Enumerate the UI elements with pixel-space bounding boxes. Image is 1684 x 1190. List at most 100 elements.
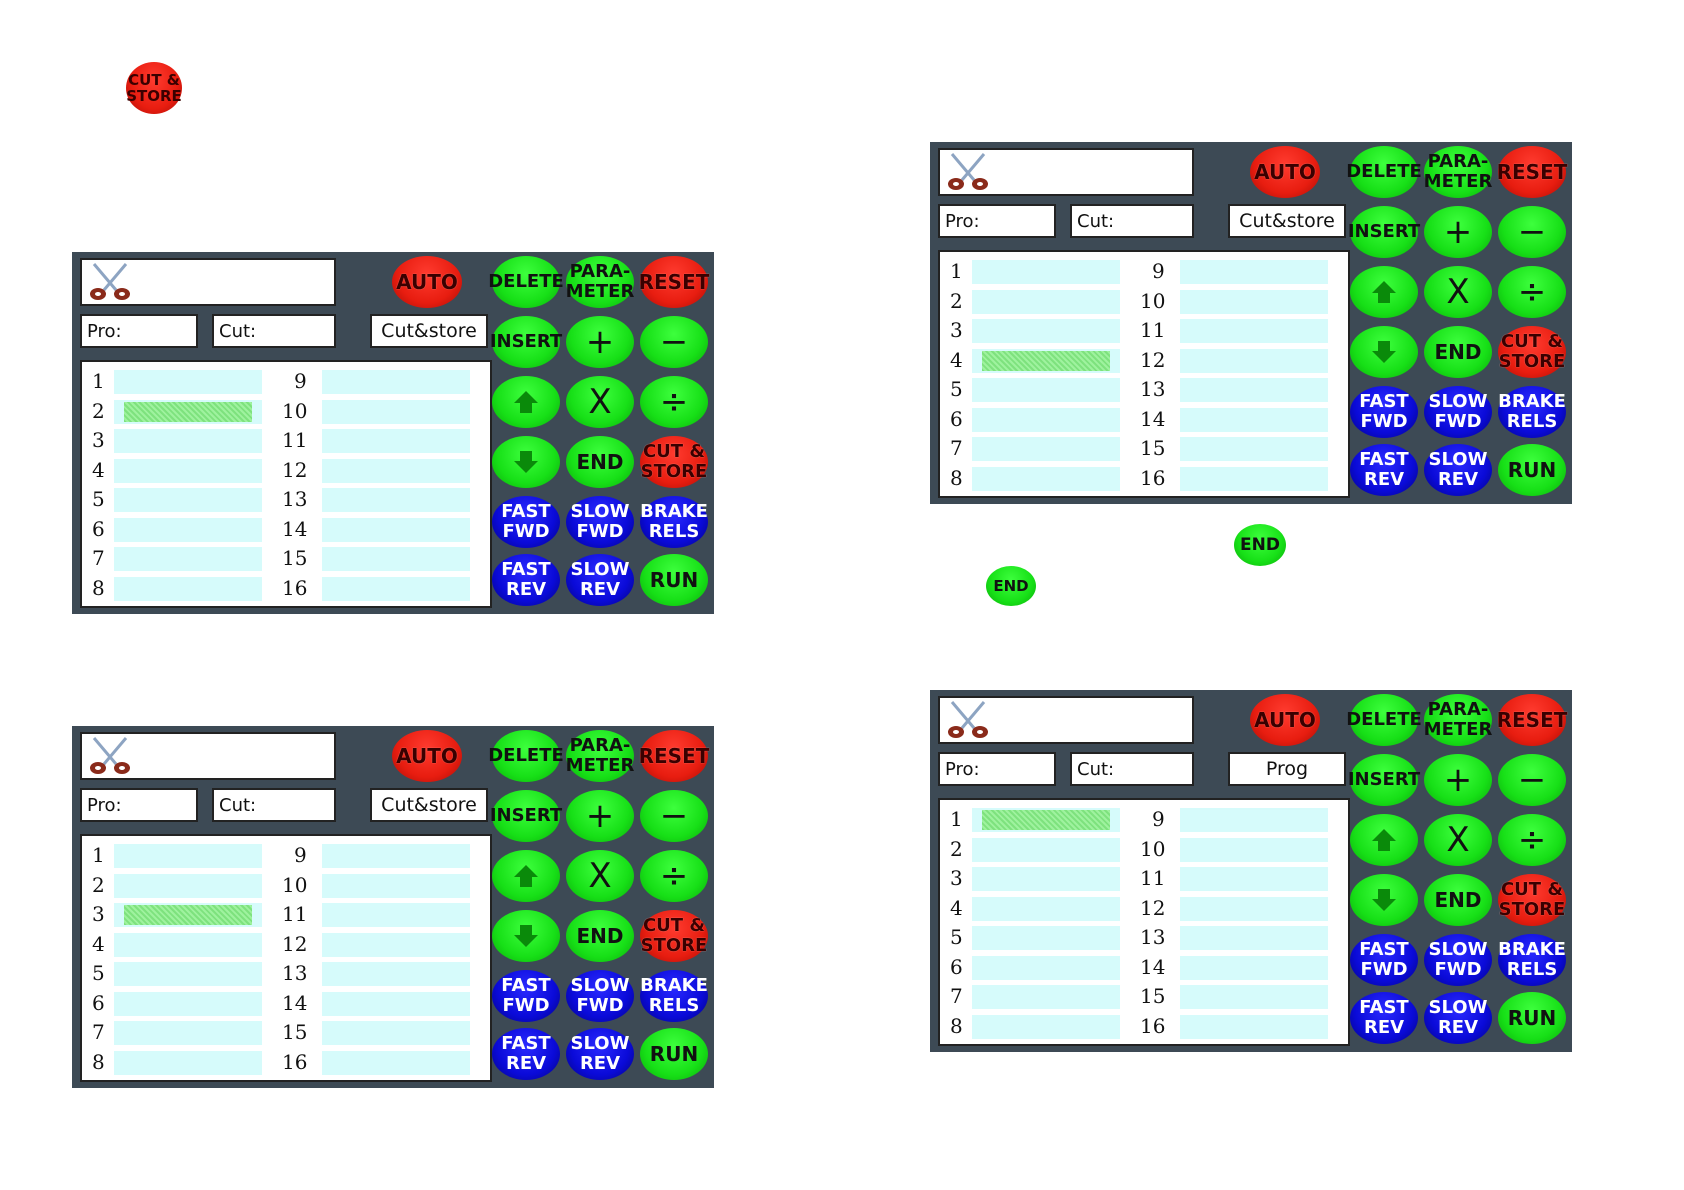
program-field[interactable]: Pro: <box>80 788 198 822</box>
fast-fwd-button[interactable]: FAST FWD <box>492 496 560 548</box>
cut-cell[interactable] <box>114 370 262 394</box>
cut-field[interactable]: Cut: <box>212 314 336 348</box>
slow-rev-button[interactable]: SLOW REV <box>1424 444 1492 496</box>
end-button[interactable]: END <box>566 436 634 488</box>
parameter-button[interactable]: PARA- METER <box>566 730 634 782</box>
up-button[interactable] <box>492 850 560 902</box>
cut-cell[interactable] <box>322 844 470 868</box>
cut-cell[interactable] <box>322 576 470 601</box>
plus-button[interactable]: + <box>1424 206 1492 258</box>
run-button[interactable]: RUN <box>1498 444 1566 496</box>
cut-cell[interactable] <box>972 1014 1120 1039</box>
fast-fwd-button[interactable]: FAST FWD <box>492 970 560 1022</box>
plus-button[interactable]: + <box>566 316 634 368</box>
cut-cell[interactable] <box>114 576 262 601</box>
auto-button[interactable]: AUTO <box>392 730 462 782</box>
cut-cell[interactable] <box>1180 896 1328 921</box>
cut-cell[interactable] <box>114 844 262 868</box>
cut-cell[interactable] <box>322 1021 470 1045</box>
cut-field[interactable]: Cut: <box>1070 752 1194 786</box>
cut-cell[interactable] <box>322 873 470 898</box>
reset-button[interactable]: RESET <box>1497 146 1567 198</box>
cut-cell[interactable] <box>972 378 1120 402</box>
delete-button[interactable]: DELETE <box>488 730 564 782</box>
divide-button[interactable]: ÷ <box>1498 266 1566 318</box>
delete-button[interactable]: DELETE <box>488 256 564 308</box>
up-button[interactable] <box>492 376 560 428</box>
slow-fwd-button[interactable]: SLOW FWD <box>566 970 634 1022</box>
fast-rev-button[interactable]: FAST REV <box>492 1028 560 1080</box>
slow-fwd-button[interactable]: SLOW FWD <box>1424 934 1492 986</box>
cut-cell[interactable] <box>114 547 262 571</box>
cut-cell[interactable] <box>972 926 1120 950</box>
cut-cell[interactable] <box>322 991 470 1016</box>
cut-cell[interactable] <box>114 517 262 542</box>
cut-cell[interactable] <box>322 547 470 571</box>
cut-store-button[interactable]: CUT & STORE <box>1498 874 1566 926</box>
cut-cell[interactable] <box>1180 808 1328 832</box>
run-button[interactable]: RUN <box>1498 992 1566 1044</box>
fast-fwd-button[interactable]: FAST FWD <box>1350 934 1418 986</box>
fast-rev-button[interactable]: FAST REV <box>492 554 560 606</box>
brake-rels-button[interactable]: BRAKE RELS <box>1498 386 1566 438</box>
cut-cell[interactable] <box>114 991 262 1016</box>
cut-cell[interactable] <box>972 466 1120 491</box>
multiply-button[interactable]: X <box>566 850 634 902</box>
multiply-button[interactable]: X <box>1424 266 1492 318</box>
program-field[interactable]: Pro: <box>938 752 1056 786</box>
end-button[interactable]: END <box>1424 874 1492 926</box>
divide-button[interactable]: ÷ <box>640 376 708 428</box>
cut-cell[interactable] <box>1180 260 1328 284</box>
program-field[interactable]: Pro: <box>938 204 1056 238</box>
cut-cell[interactable] <box>972 837 1120 862</box>
run-button[interactable]: RUN <box>640 1028 708 1080</box>
auto-button[interactable]: AUTO <box>1250 694 1320 746</box>
cut-cell[interactable] <box>972 289 1120 314</box>
cut-cell[interactable] <box>114 1050 262 1075</box>
cut-cell[interactable] <box>972 955 1120 980</box>
end-button[interactable]: END <box>566 910 634 962</box>
cut-cell[interactable] <box>1180 319 1328 343</box>
slow-rev-button[interactable]: SLOW REV <box>566 1028 634 1080</box>
cut-cell-selected[interactable] <box>972 348 1120 373</box>
minus-button[interactable]: − <box>1498 754 1566 806</box>
cut-cell[interactable] <box>114 873 262 898</box>
down-button[interactable] <box>1350 326 1418 378</box>
cut-cell[interactable] <box>114 458 262 483</box>
cut-cell[interactable] <box>1180 1014 1328 1039</box>
cut-cell[interactable] <box>1180 289 1328 314</box>
cut-field[interactable]: Cut: <box>1070 204 1194 238</box>
cut-cell[interactable] <box>322 370 470 394</box>
cut-cell[interactable] <box>322 932 470 957</box>
down-button[interactable] <box>492 436 560 488</box>
reset-button[interactable]: RESET <box>639 730 709 782</box>
cut-field[interactable]: Cut: <box>212 788 336 822</box>
brake-rels-button[interactable]: BRAKE RELS <box>1498 934 1566 986</box>
cut-cell[interactable] <box>114 429 262 453</box>
cut-cell[interactable] <box>972 407 1120 432</box>
insert-button[interactable]: INSERT <box>490 790 562 842</box>
cut-cell[interactable] <box>1180 378 1328 402</box>
cut-cell[interactable] <box>1180 926 1328 950</box>
cut-cell[interactable] <box>1180 955 1328 980</box>
fast-rev-button[interactable]: FAST REV <box>1350 444 1418 496</box>
cut-cell[interactable] <box>114 488 262 512</box>
cut-store-button[interactable]: CUT & STORE <box>640 436 708 488</box>
reset-button[interactable]: RESET <box>1497 694 1567 746</box>
insert-button[interactable]: INSERT <box>490 316 562 368</box>
cut-cell[interactable] <box>972 319 1120 343</box>
cut-cell[interactable] <box>972 260 1120 284</box>
reset-button[interactable]: RESET <box>639 256 709 308</box>
down-button[interactable] <box>1350 874 1418 926</box>
cut-cell[interactable] <box>114 1021 262 1045</box>
slow-rev-button[interactable]: SLOW REV <box>566 554 634 606</box>
auto-button[interactable]: AUTO <box>1250 146 1320 198</box>
cut-store-button[interactable]: CUT & STORE <box>640 910 708 962</box>
cut-cell[interactable] <box>322 903 470 927</box>
parameter-button[interactable]: PARA- METER <box>1424 694 1492 746</box>
cut-cell[interactable] <box>322 458 470 483</box>
multiply-button[interactable]: X <box>566 376 634 428</box>
cut-cell[interactable] <box>114 932 262 957</box>
cut-cell-selected[interactable] <box>972 808 1120 832</box>
cut-cell[interactable] <box>972 985 1120 1009</box>
